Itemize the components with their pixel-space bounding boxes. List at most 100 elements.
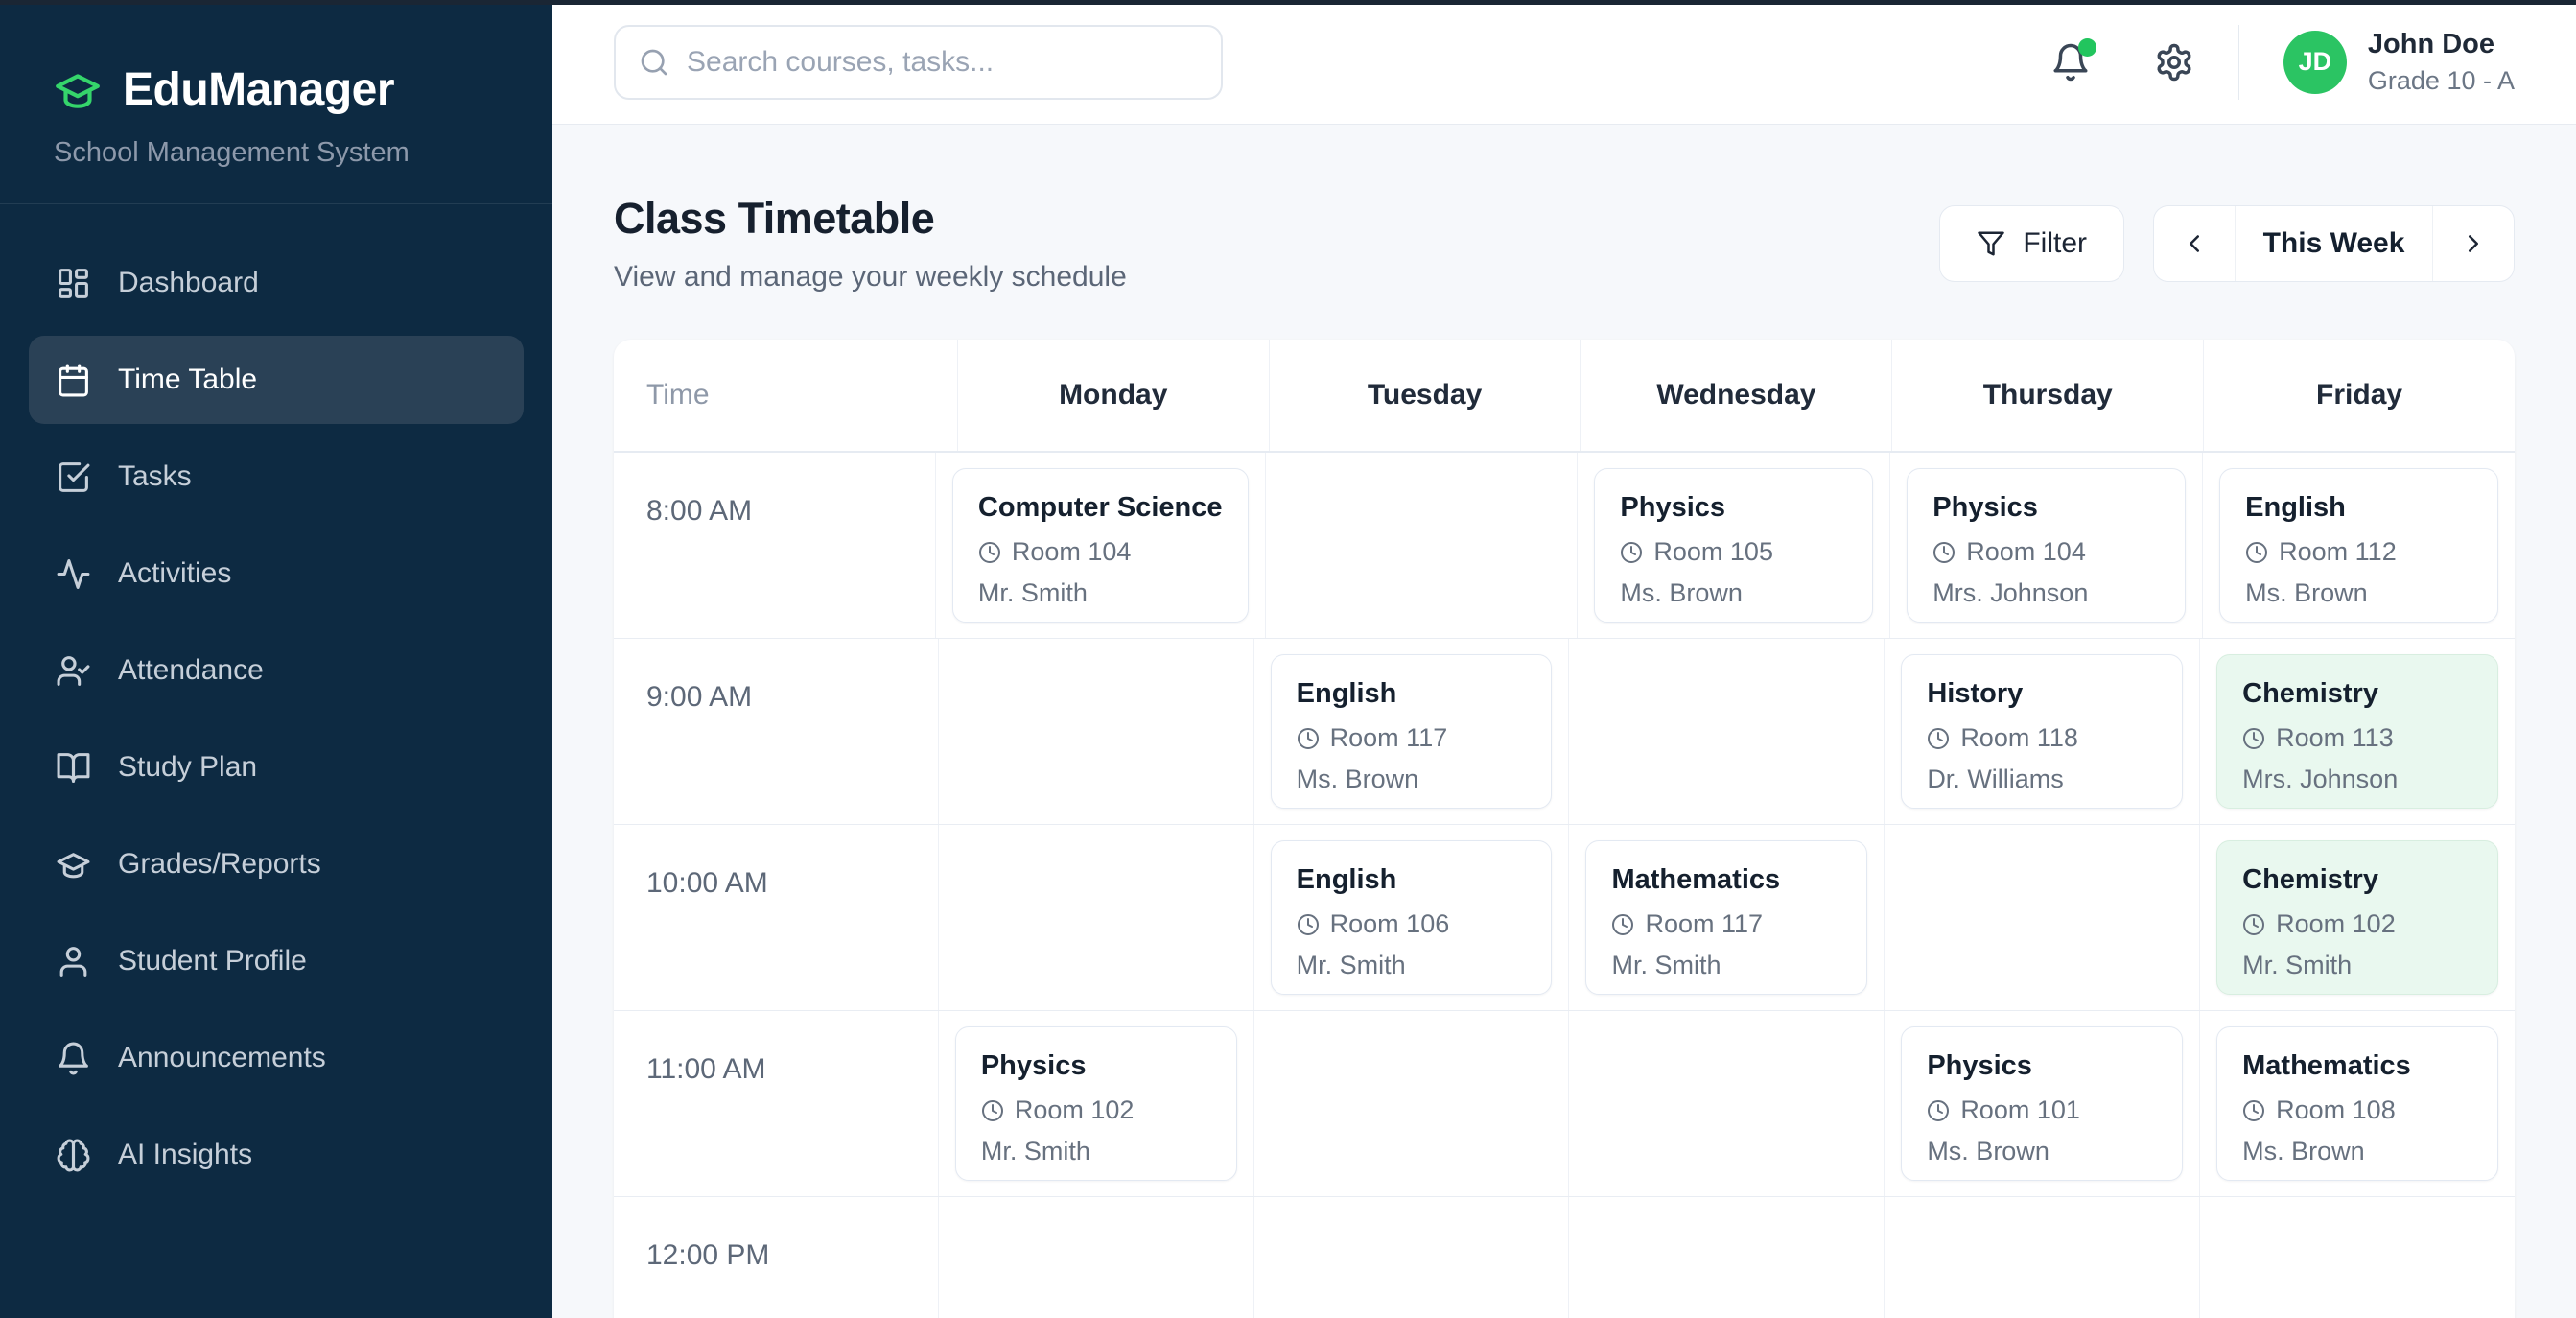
schedule-cell: History Room 118 Dr. Williams — [1884, 639, 2199, 824]
class-room-row: Room 112 — [2245, 537, 2472, 567]
clock-icon — [2243, 727, 2265, 749]
gear-icon — [2157, 43, 2191, 81]
class-subject: Chemistry — [2242, 678, 2378, 709]
class-card[interactable]: English Room 112 Ms. Brown — [2219, 468, 2499, 623]
class-teacher: Ms. Brown — [2242, 1137, 2365, 1165]
class-card[interactable]: History Room 118 Dr. Williams — [1901, 654, 2184, 809]
class-room: Room 104 — [1966, 537, 2086, 566]
clock-icon — [2246, 541, 2268, 563]
notifications-button[interactable] — [2050, 37, 2096, 82]
sidebar-item-announcements[interactable]: Announcements — [29, 1014, 524, 1102]
class-card[interactable]: Physics Room 102 Mr. Smith — [954, 1026, 1237, 1181]
search-input[interactable] — [687, 45, 1198, 79]
class-room-row: Room 106 — [1297, 909, 1527, 939]
sidebar-item-tasks[interactable]: Tasks — [29, 433, 524, 521]
sidebar-item-ai-insights[interactable]: AI Insights — [29, 1111, 524, 1199]
clock-icon — [1297, 727, 1319, 749]
sidebar-item-study-plan[interactable]: Study Plan — [29, 723, 524, 812]
schedule-cell — [2199, 1197, 2515, 1318]
column-header-friday: Friday — [2203, 340, 2515, 451]
class-room-row: Room 113 — [2242, 723, 2472, 753]
previous-week-button[interactable] — [2154, 206, 2235, 281]
sidebar-item-label: Study Plan — [118, 751, 258, 783]
clock-icon — [2243, 913, 2265, 935]
user-grade: Grade 10 - A — [2367, 65, 2515, 95]
page-controls: Filter This Week — [1939, 205, 2515, 282]
schedule-cell — [1568, 639, 1884, 824]
class-room-row: Room 105 — [1620, 537, 1847, 567]
sidebar-item-dashboard[interactable]: Dashboard — [29, 239, 524, 327]
class-subject: Mathematics — [1611, 864, 1781, 895]
settings-button[interactable] — [2154, 42, 2194, 82]
graduation-cap-icon — [57, 852, 90, 878]
class-room-row: Room 102 — [981, 1095, 1211, 1125]
schedule-cell — [1884, 1197, 2199, 1318]
class-teacher: Mr. Smith — [2242, 951, 2353, 979]
clock-icon — [1928, 727, 1950, 749]
next-week-button[interactable] — [2433, 206, 2514, 281]
avatar[interactable]: JD — [2283, 30, 2347, 94]
sidebar: EduManager School Management System Dash… — [0, 0, 552, 1318]
time-label: 12:00 PM — [646, 1239, 770, 1271]
week-picker-divider — [2432, 206, 2433, 281]
bell-icon — [2053, 43, 2088, 81]
class-teacher: Ms. Brown — [1927, 1137, 2049, 1165]
filter-button[interactable]: Filter — [1939, 205, 2124, 282]
clock-icon — [1297, 913, 1319, 935]
notification-dot — [2077, 37, 2096, 57]
schedule-cell: Mathematics Room 108 Ms. Brown — [2199, 1011, 2515, 1196]
clock-icon — [1612, 913, 1634, 935]
clock-icon — [981, 1099, 1003, 1121]
schedule-cell — [937, 825, 1253, 1010]
class-card[interactable]: Computer Science Room 104 Mr. Smith — [951, 468, 1249, 623]
filter-label: Filter — [2023, 227, 2087, 259]
class-room: Room 104 — [1011, 537, 1132, 566]
sidebar-item-grades-reports[interactable]: Grades/Reports — [29, 820, 524, 908]
schedule-cell — [1884, 825, 2199, 1010]
topbar-divider — [2237, 24, 2239, 100]
schedule-cell: Physics Room 105 Ms. Brown — [1577, 453, 1889, 638]
week-picker: This Week — [2153, 205, 2515, 282]
book-open-icon — [57, 752, 90, 783]
class-card[interactable]: Mathematics Room 108 Ms. Brown — [2216, 1026, 2498, 1181]
class-room: Room 106 — [1329, 909, 1450, 938]
class-room-row: Room 102 — [2242, 909, 2472, 939]
column-header-wednesday: Wednesday — [1580, 340, 1891, 451]
class-card[interactable]: Physics Room 105 Ms. Brown — [1594, 468, 1874, 623]
chevron-right-icon — [2469, 235, 2478, 252]
page-title: Class Timetable — [614, 194, 935, 243]
sidebar-item-attendance[interactable]: Attendance — [29, 626, 524, 715]
sidebar-item-activities[interactable]: Activities — [29, 530, 524, 618]
user-icon — [59, 946, 87, 977]
schedule-cell: Computer Science Room 104 Mr. Smith — [934, 453, 1265, 638]
class-card-highlighted[interactable]: Chemistry Room 113 Mrs. Johnson — [2216, 654, 2498, 809]
week-picker-divider — [2235, 206, 2236, 281]
sidebar-item-label: Grades/Reports — [118, 848, 321, 880]
class-card-highlighted[interactable]: Chemistry Room 102 Mr. Smith — [2216, 840, 2498, 995]
class-card[interactable]: Physics Room 101 Ms. Brown — [1901, 1026, 2184, 1181]
class-subject: Physics — [1927, 1050, 2032, 1081]
class-card[interactable]: Mathematics Room 117 Mr. Smith — [1585, 840, 1868, 995]
class-subject: Mathematics — [2242, 1050, 2411, 1081]
class-card[interactable]: Physics Room 104 Mrs. Johnson — [1907, 468, 2187, 623]
app-tagline: School Management System — [54, 137, 410, 168]
schedule-cell: Chemistry Room 102 Mr. Smith — [2199, 825, 2515, 1010]
schedule-cell: English Room 117 Ms. Brown — [1253, 639, 1569, 824]
class-room-row: Room 117 — [1297, 723, 1527, 753]
user-meta: John Doe Grade 10 - A — [2368, 29, 2515, 96]
clock-icon — [978, 541, 1000, 563]
app-logo: EduManager — [0, 0, 552, 116]
class-room-row: Room 108 — [2242, 1095, 2472, 1125]
sidebar-item-time-table[interactable]: Time Table — [29, 336, 524, 424]
sidebar-item-label: Student Profile — [118, 945, 307, 977]
class-card[interactable]: English Room 117 Ms. Brown — [1270, 654, 1553, 809]
calendar-icon — [59, 364, 88, 396]
schedule-cell — [1253, 1197, 1569, 1318]
clock-icon — [1933, 541, 1955, 563]
class-subject: History — [1927, 678, 2024, 709]
class-card[interactable]: English Room 106 Mr. Smith — [1270, 840, 1553, 995]
class-teacher: Mr. Smith — [1611, 951, 1721, 979]
class-room-row: Room 101 — [1927, 1095, 2157, 1125]
sidebar-item-student-profile[interactable]: Student Profile — [29, 917, 524, 1005]
sidebar-item-label: Activities — [118, 557, 232, 589]
